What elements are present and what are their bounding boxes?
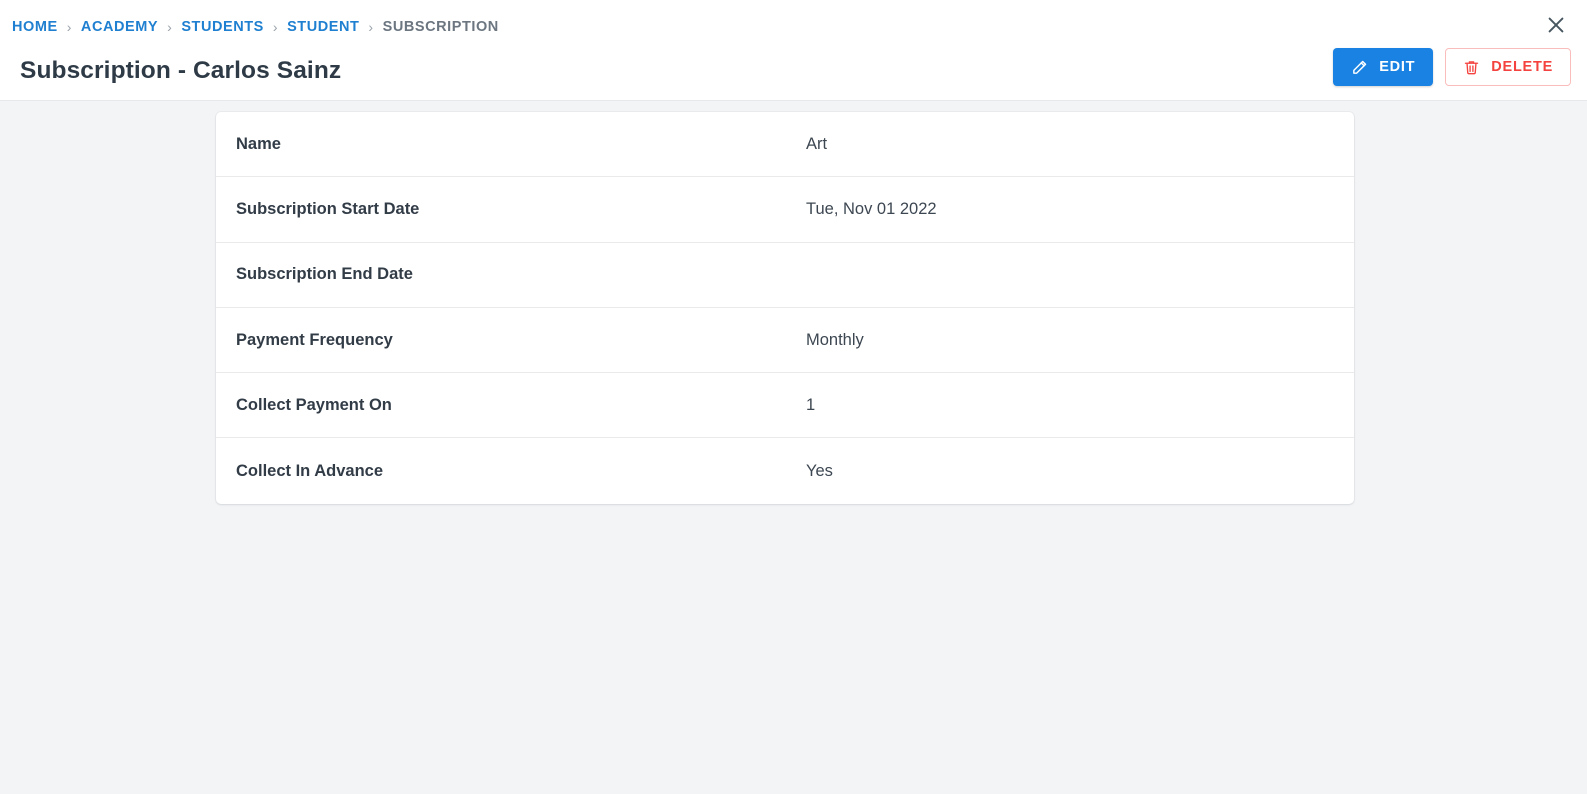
- row-label-subscription-end-date: Subscription End Date: [236, 265, 413, 284]
- close-icon: [1545, 14, 1567, 36]
- row-label-collect-in-advance: Collect In Advance: [236, 461, 384, 480]
- table-row: Subscription End Date: [216, 243, 1354, 308]
- breadcrumb-item-student[interactable]: STUDENT: [287, 19, 360, 35]
- row-label-subscription-start-date: Subscription Start Date: [236, 199, 420, 218]
- subscription-detail-card: Name Art Subscription Start Date Tue, No…: [216, 112, 1354, 504]
- row-value-payment-frequency: Monthly: [806, 330, 864, 349]
- breadcrumb-separator-icon: ›: [66, 19, 72, 35]
- breadcrumb: HOME › ACADEMY › STUDENTS › STUDENT › SU…: [0, 0, 1587, 41]
- row-value-subscription-start-date: Tue, Nov 01 2022: [806, 199, 937, 218]
- page-title: Subscription - Carlos Sainz: [20, 57, 342, 84]
- page-header: HOME › ACADEMY › STUDENTS › STUDENT › SU…: [0, 0, 1587, 101]
- pencil-icon: [1351, 59, 1368, 76]
- row-label-name: Name: [236, 134, 281, 153]
- header-actions: EDIT DELETE: [1333, 48, 1571, 86]
- breadcrumb-separator-icon: ›: [167, 19, 173, 35]
- page-content: Name Art Subscription Start Date Tue, No…: [0, 101, 1587, 794]
- breadcrumb-separator-icon: ›: [272, 19, 279, 35]
- trash-icon: [1463, 59, 1480, 76]
- edit-button[interactable]: EDIT: [1333, 48, 1434, 86]
- row-label-collect-payment-on: Collect Payment On: [236, 395, 392, 414]
- row-label-payment-frequency: Payment Frequency: [236, 330, 393, 349]
- breadcrumb-item-home[interactable]: HOME: [12, 19, 58, 35]
- edit-button-label: EDIT: [1379, 59, 1416, 75]
- title-row: Subscription - Carlos Sainz EDIT: [0, 41, 1587, 101]
- delete-button[interactable]: DELETE: [1445, 48, 1571, 86]
- breadcrumb-item-subscription: SUBSCRIPTION: [382, 19, 499, 35]
- table-row: Collect In Advance Yes: [216, 438, 1354, 503]
- breadcrumb-item-academy[interactable]: ACADEMY: [80, 19, 159, 35]
- row-value-name: Art: [806, 134, 828, 153]
- breadcrumb-separator-icon: ›: [368, 19, 374, 35]
- delete-button-label: DELETE: [1491, 59, 1553, 75]
- row-value-collect-payment-on: 1: [806, 395, 816, 414]
- table-row: Payment Frequency Monthly: [216, 308, 1354, 374]
- breadcrumb-item-students[interactable]: STUDENTS: [181, 19, 264, 35]
- row-value-collect-in-advance: Yes: [806, 461, 833, 480]
- table-row: Collect Payment On 1: [216, 373, 1354, 439]
- table-row: Name Art: [216, 112, 1354, 178]
- table-row: Subscription Start Date Tue, Nov 01 2022: [216, 177, 1354, 243]
- close-page-button[interactable]: [1539, 8, 1573, 42]
